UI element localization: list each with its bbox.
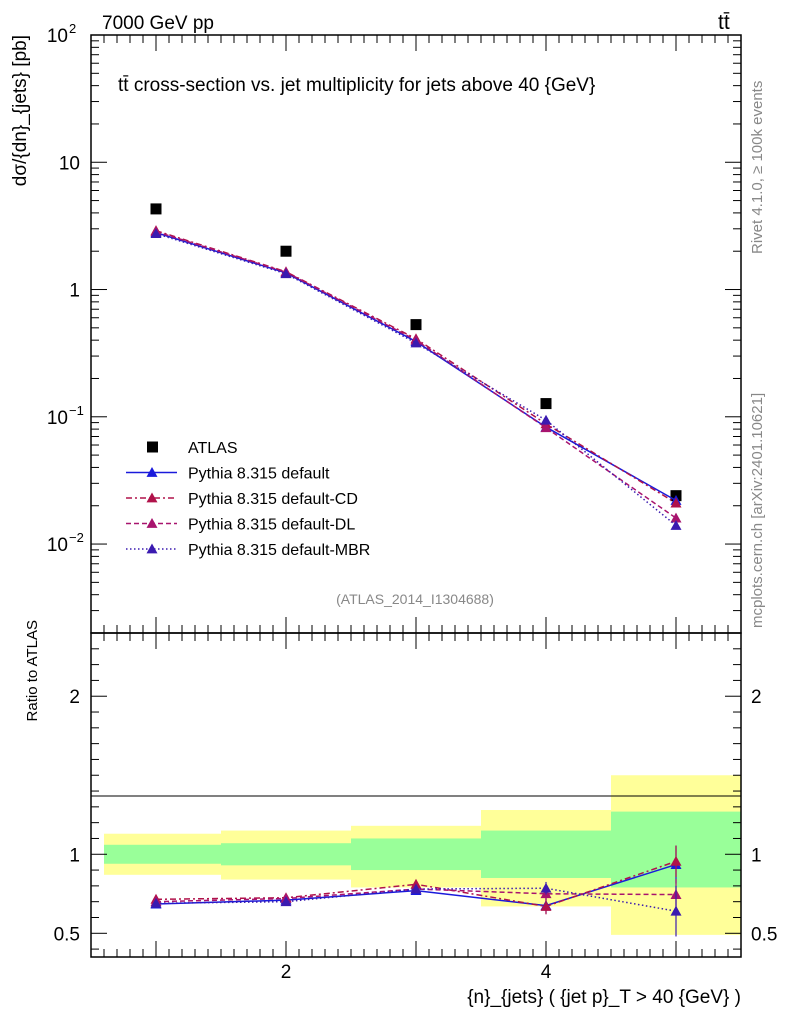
band-green [351, 838, 481, 871]
y-tick-label-exponent: 2 [69, 21, 76, 36]
series-marker-4 [540, 414, 552, 425]
y-tick-label: 10 [47, 26, 68, 47]
x-tick-label: 2 [281, 962, 292, 983]
series-marker-4 [150, 228, 162, 239]
ratio-y-tick-label-right: 1 [751, 845, 762, 866]
atlas-data-point [150, 203, 162, 215]
legend-marker [146, 467, 158, 477]
rivet-label: Rivet 4.1.0, ≥ 100k events [749, 81, 766, 254]
series-marker-4 [410, 337, 422, 348]
y-tick-label: 10 [47, 408, 68, 429]
ratio-frame [90, 632, 742, 958]
legend-marker [146, 543, 158, 554]
mcplots-label: mcplots.cern.ch [arXiv:2401.10621] [749, 393, 766, 628]
legend-entry: Pythia 8.315 default-CD [188, 491, 358, 508]
ratio-y-tick-label-left: 2 [69, 687, 80, 708]
ratio-y-tick-label-left: 1 [69, 845, 80, 866]
series-marker-2 [670, 497, 682, 508]
series-line-1 [155, 231, 677, 502]
main-title: tt̄ cross-section vs. jet multiplicity f… [118, 75, 595, 96]
ratio-marker-3 [150, 897, 162, 908]
main-y-axis-label: dσ/{dn}_{jets} [pb] [10, 35, 31, 186]
ratio-series [150, 845, 682, 937]
legend-marker [146, 492, 158, 503]
ratio-line-1 [155, 860, 677, 908]
legend-entry: Pythia 8.315 default [188, 466, 330, 483]
process-label: tt̄ [718, 11, 730, 34]
ratio-marker-1 [540, 900, 552, 911]
x-tick-label: 4 [541, 962, 552, 983]
ratio-marker-1 [670, 855, 682, 866]
ratio-ticks [91, 633, 741, 957]
ratio-y-tick-label-left: 0.5 [54, 924, 80, 945]
ratio-y-tick-label-right: 2 [751, 687, 762, 708]
y-tick-label-exponent: −2 [69, 530, 84, 545]
ratio-marker-3 [410, 883, 422, 894]
y-tick-label: 10 [59, 153, 80, 174]
band-green [104, 844, 221, 864]
ratio-panel: 0.5 0.5 1 1 2 2 2 4 Ratio to ATLAS {n}_{jets} (… [24, 620, 777, 1008]
main-series [150, 203, 682, 530]
ratio-marker-3 [280, 896, 292, 907]
series-marker-3 [670, 512, 682, 523]
legend-marker [146, 518, 158, 528]
ratio-y-tick-label-right: 0.5 [751, 924, 777, 945]
series-marker-3 [540, 422, 552, 433]
series-marker-4 [280, 268, 292, 279]
y-tick-label: 1 [69, 281, 80, 302]
ratio-marker-3 [670, 905, 682, 916]
atlas-data-point [540, 398, 552, 410]
ratio-marker-3 [540, 882, 552, 893]
band-green [481, 830, 611, 878]
legend-entry: Pythia 8.315 default-MBR [188, 542, 370, 559]
ratio-tick-labels: 0.5 0.5 1 1 2 2 2 4 [54, 687, 778, 983]
legend-entry: ATLAS [188, 440, 238, 457]
legend-marker-atlas [147, 441, 158, 453]
legend: ATLAS Pythia 8.315 default Pythia 8.315 de… [126, 440, 370, 559]
y-tick-label-exponent: −1 [69, 403, 84, 418]
band-green [221, 843, 351, 866]
y-tick-label: 10 [47, 535, 68, 556]
atlas-data-point [410, 319, 422, 331]
x-axis-label: {n}_{jets} ( {jet p}_T > 40 {GeV} ) [467, 987, 741, 1008]
series-marker-4 [670, 519, 682, 530]
ratio-y-axis-label: Ratio to ATLAS [24, 620, 41, 721]
main-ticks [91, 34, 741, 634]
energy-label: 7000 GeV pp [102, 13, 214, 34]
legend-entry: Pythia 8.315 default-DL [188, 517, 355, 534]
atlas-data-point [280, 245, 292, 257]
ratio-bands [104, 775, 741, 935]
analysis-id: (ATLAS_2014_I1304688) [336, 591, 494, 607]
